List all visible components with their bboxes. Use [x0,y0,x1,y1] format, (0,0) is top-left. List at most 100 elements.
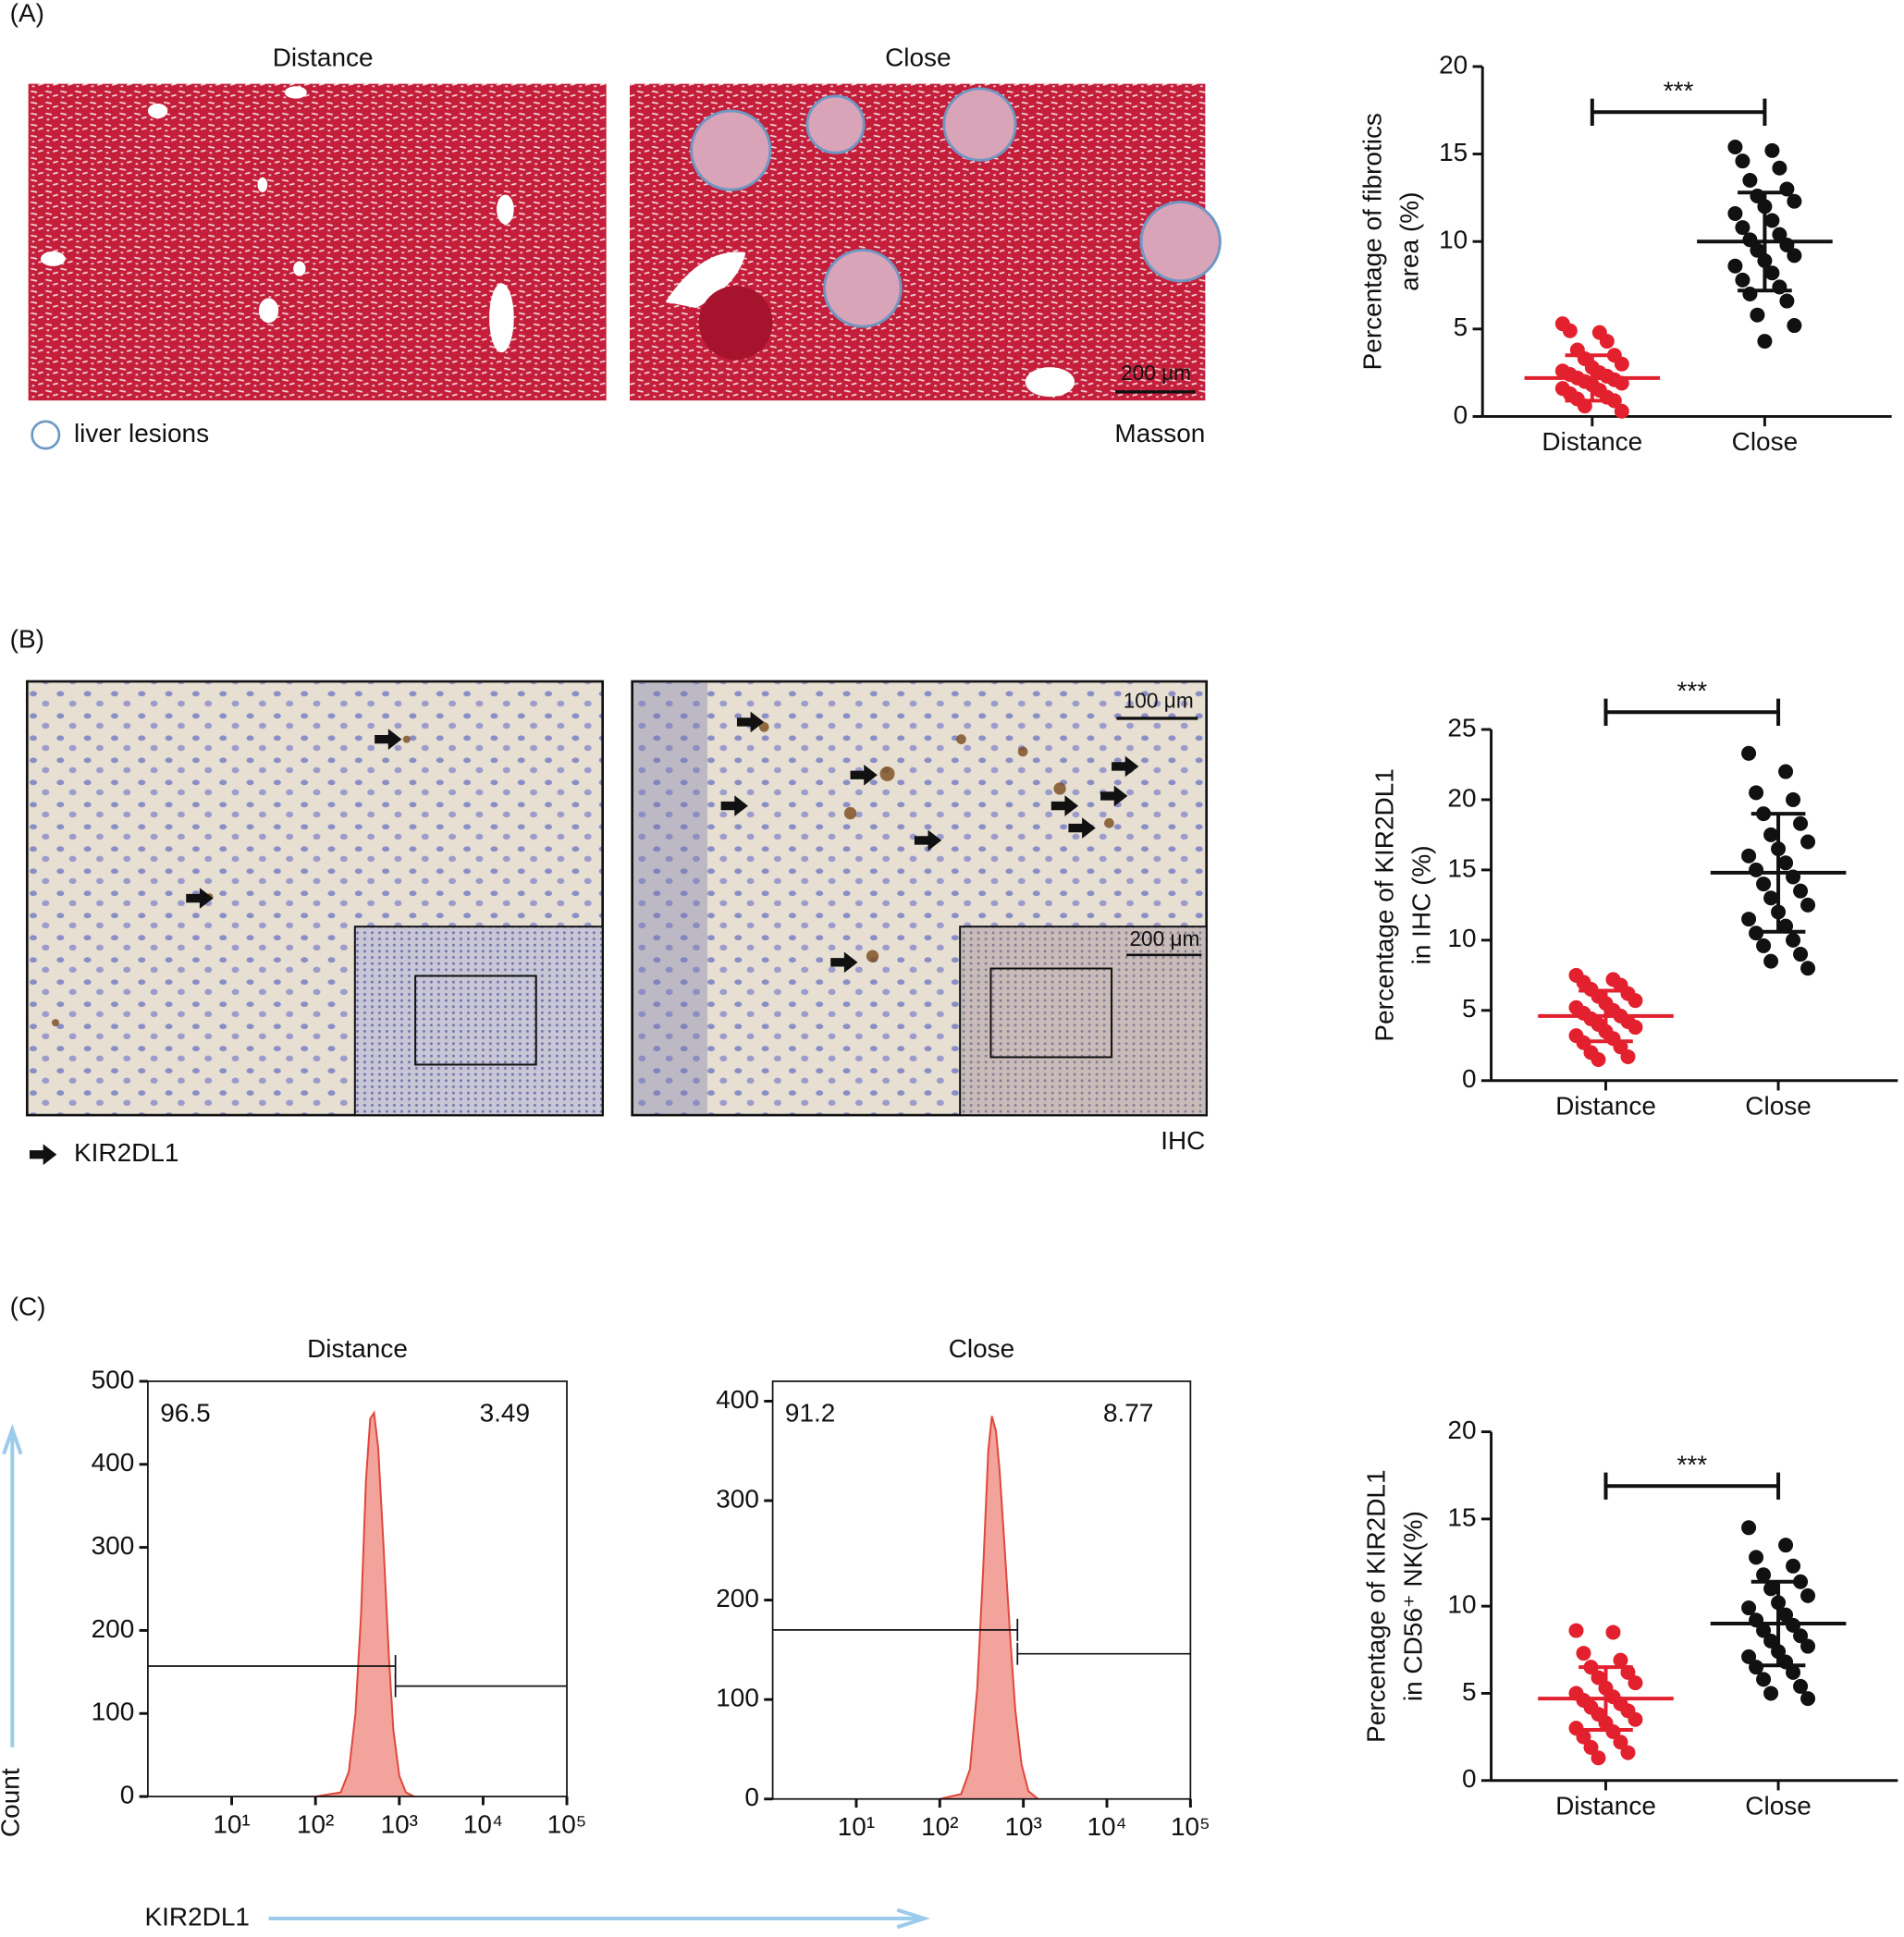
error-bar [1578,988,1633,1044]
x-axis-label: KIR2DL1 [144,1902,250,1931]
x-tick-label: 10⁵ [547,1809,587,1838]
data-point [1787,193,1802,209]
y-axis-label: Percentage of KIR2DL1 [1361,1469,1390,1742]
data-point [1786,791,1801,807]
y-tick-label: 5 [1462,1677,1477,1706]
data-point [1778,855,1794,871]
data-point [1749,862,1764,877]
axis-arrow [268,1907,931,1930]
inset-box [414,975,537,1066]
stain-label: Masson [1114,419,1205,447]
y-axis-label: Percentage of KIR2DL1 [1370,768,1399,1041]
data-point [1576,1646,1591,1661]
legend-label: liver lesions [74,419,209,447]
data-point [1764,265,1780,281]
data-point [1778,918,1794,934]
x-tick-label: Distance [1542,427,1642,456]
x-tick-label: 10⁵ [1171,1812,1210,1841]
data-point [1800,961,1816,976]
y-tick-label: 400 [716,1385,759,1414]
data-point [1786,1558,1801,1574]
y-tick-label: 10 [1447,1590,1476,1619]
y-tick-label: 20 [1447,783,1476,812]
data-point [1741,1649,1757,1664]
data-point [1764,213,1780,228]
x-tick-label: 10¹ [213,1809,250,1838]
significance-label: *** [1677,676,1707,705]
data-point [1757,334,1773,349]
data-point [1750,307,1765,323]
data-point [1628,1675,1643,1691]
micrograph [28,83,607,401]
data-point [1756,877,1772,892]
y-axis-label: Count [0,1768,25,1837]
legend-symbol [31,420,61,450]
data-point [1793,947,1809,962]
scale-bar-label: 200 μm [1129,926,1199,950]
data-point [1568,1623,1584,1638]
panel-label: (C) [10,1293,46,1321]
data-point [1763,1633,1779,1649]
lesions [665,87,1222,398]
y-tick-label: 300 [92,1531,135,1560]
gate-label: 91.2 [785,1398,835,1427]
x-tick-label: 10² [297,1809,334,1838]
gate-label: 3.49 [480,1398,530,1427]
y-tick-label: 20 [1447,1416,1476,1444]
histogram-curve [315,1410,415,1798]
image-title: Distance [273,43,374,71]
data-point [1793,883,1809,899]
data-point [1741,1600,1757,1616]
scale-bar-label: 100 μm [1124,689,1194,713]
data-point [1741,1520,1757,1536]
data-point [1763,1581,1779,1597]
data-point [1800,1691,1816,1707]
data-point [1763,953,1779,969]
y-tick-label: 20 [1439,50,1468,79]
y-tick-label: 10 [1447,924,1476,952]
y-tick-label: 200 [92,1614,135,1643]
inset-box [989,967,1113,1059]
data-point [1749,785,1764,801]
plot-frame [771,1380,1192,1800]
data-point [1800,834,1816,850]
data-point [1793,1678,1809,1694]
error-bar [1565,353,1620,403]
y-tick-label: 100 [716,1684,759,1712]
data-point [1613,1735,1628,1750]
data-point [1620,1745,1636,1760]
gate-label: 8.77 [1103,1398,1153,1427]
x-tick-label: 10⁴ [463,1809,503,1838]
data-point [1800,897,1816,913]
x-tick-label: 10⁴ [1087,1812,1126,1841]
plot-frame [147,1380,568,1797]
data-point [1787,318,1802,334]
panel-label: (B) [10,624,44,653]
inset-tint [961,927,1206,1114]
error-bar [1578,1665,1633,1733]
axis-arrow [2,1423,23,1747]
x-tick-label: Distance [1555,1091,1656,1120]
y-tick-label: 500 [92,1365,135,1393]
data-point [1591,1750,1606,1766]
y-axis-label: in IHC (%) [1407,845,1436,964]
data-point [1628,993,1643,1009]
y-tick-label: 100 [92,1698,135,1726]
y-tick-label: 400 [92,1448,135,1477]
image-title: Close [885,43,952,71]
data-point [1735,153,1750,169]
error-bar [1750,812,1806,934]
data-point [1741,745,1757,761]
chart-title: Distance [307,1334,408,1363]
data-point [1756,938,1772,953]
x-tick-label: Close [1745,1091,1812,1120]
data-point [1591,1051,1606,1067]
y-tick-label: 15 [1447,1502,1476,1531]
error-bar [1750,1579,1806,1668]
data-point [1756,1567,1772,1583]
data-point [1605,1624,1621,1640]
data-point [1591,1670,1606,1686]
x-tick-label: 10¹ [838,1812,875,1841]
